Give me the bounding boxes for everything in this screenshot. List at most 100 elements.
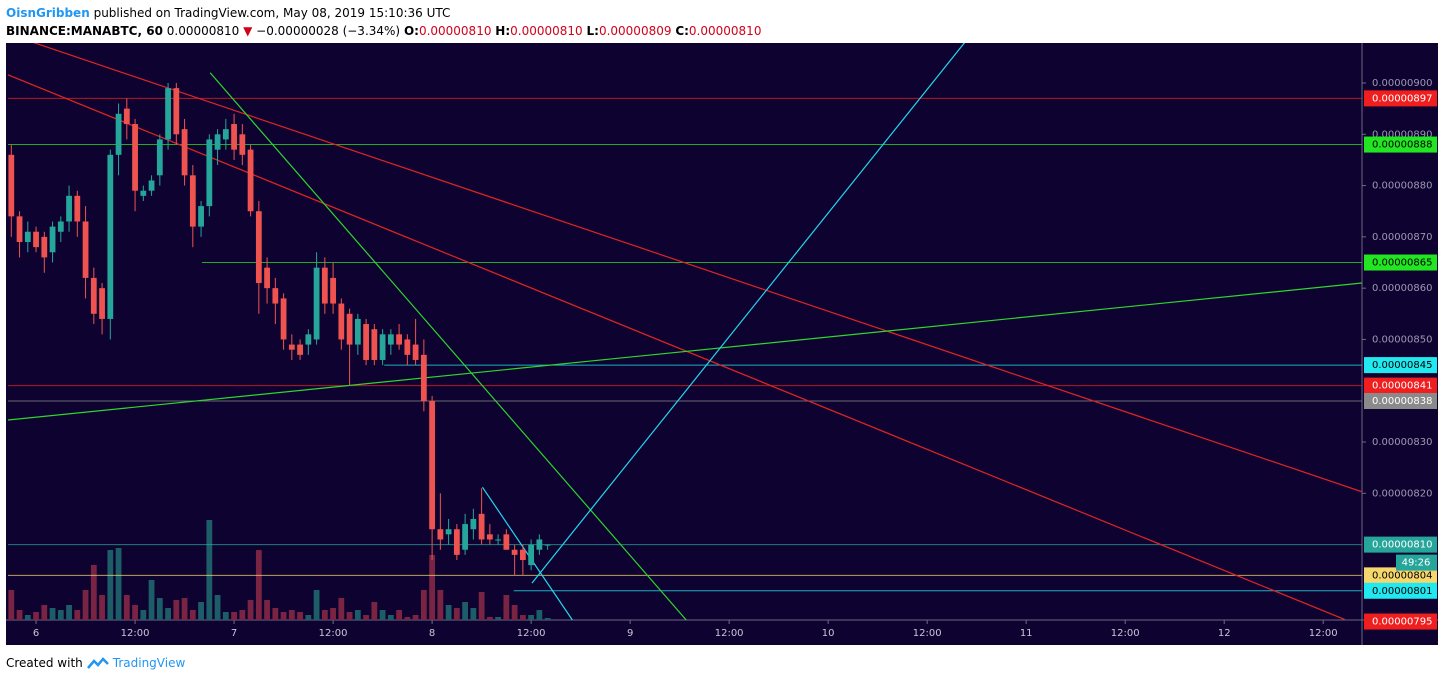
candle-body <box>8 154 15 217</box>
volume-bar <box>206 520 213 620</box>
x-tick-label: 8 <box>429 628 435 639</box>
candle-body <box>107 154 114 319</box>
published: published on TradingView.com, May 08, 20… <box>93 6 451 20</box>
symbol: BINANCE:MANABTC, 60 <box>6 24 163 38</box>
volume-bar <box>41 605 48 620</box>
candle-body <box>181 129 188 176</box>
h-label: H: <box>495 24 511 38</box>
candle-body <box>338 303 345 340</box>
candle-body <box>165 88 171 140</box>
l-label: L: <box>586 24 599 38</box>
volume-bar <box>57 610 64 620</box>
candle-body <box>41 236 48 258</box>
trend-line <box>531 43 966 584</box>
price-label: 0.00000795 <box>1372 617 1432 628</box>
candle-body <box>470 518 477 530</box>
volume-bar <box>354 610 361 620</box>
volume-bar <box>462 602 468 620</box>
volume-bar <box>387 615 394 620</box>
candle-body <box>66 195 72 222</box>
candle-body <box>486 534 493 540</box>
candle-body <box>222 129 229 140</box>
volume-bar <box>140 610 147 620</box>
trend-line <box>8 74 1345 620</box>
volume-bar <box>198 602 204 620</box>
volume-bar <box>247 600 254 620</box>
x-tick-label: 12 <box>1218 628 1231 639</box>
candle-body <box>123 108 130 125</box>
countdown-bg <box>1396 554 1437 571</box>
x-tick-label: 10 <box>822 628 835 639</box>
y-tick-label: 0.00000820 <box>1372 488 1432 499</box>
candle-body <box>272 288 279 304</box>
price-label-bg <box>1364 582 1437 599</box>
chart-background <box>6 43 1438 645</box>
candle-body <box>74 195 81 222</box>
candle-body <box>511 549 518 555</box>
candle-body <box>264 267 270 289</box>
volume-bar <box>214 595 221 620</box>
candle-body <box>297 344 303 355</box>
price-label-bg <box>1364 136 1437 153</box>
price-label-bg <box>1364 392 1437 409</box>
volume-bar <box>305 615 312 620</box>
volume-bar <box>272 608 279 620</box>
volume-bar <box>371 602 378 620</box>
candle-body <box>412 344 419 360</box>
price-label: 0.00000888 <box>1372 140 1432 151</box>
x-tick-label: 12:00 <box>517 628 546 639</box>
y-tick-label: 0.00000900 <box>1372 78 1432 89</box>
candle-body <box>214 134 221 150</box>
volume-bar <box>66 605 72 620</box>
volume-bar <box>90 565 97 620</box>
candle-body <box>536 539 543 550</box>
change: −0.00000028 (−3.34%) <box>256 24 401 38</box>
volume-bar <box>363 615 369 620</box>
price-label-bg <box>1364 567 1437 584</box>
volume-bar <box>132 605 138 620</box>
volume-bar <box>49 608 56 620</box>
last: 0.00000810 <box>166 24 240 38</box>
candle-body <box>90 277 97 314</box>
price-label: 0.00000838 <box>1372 396 1432 407</box>
volume-bar <box>239 610 246 620</box>
volume-bar <box>123 595 130 620</box>
price-label-bg <box>1364 90 1437 107</box>
candle-body <box>321 267 328 304</box>
volume-bar <box>8 590 15 620</box>
price-label-bg <box>1364 377 1437 394</box>
candle-body <box>255 211 262 284</box>
candle-body <box>330 277 336 304</box>
x-tick-label: 12:00 <box>715 628 744 639</box>
candle-body <box>404 339 411 355</box>
x-tick-label: 12:00 <box>121 628 150 639</box>
volume-bar <box>519 615 526 620</box>
footer-text: Created with <box>6 656 83 670</box>
candle-body <box>24 231 31 243</box>
volume-bar <box>453 608 460 620</box>
footer-brand[interactable]: TradingView <box>112 656 186 670</box>
y-tick-label: 0.00000880 <box>1372 181 1432 192</box>
volume-bar <box>231 612 237 620</box>
footer: Created with TradingView <box>6 656 185 670</box>
volume-bar <box>181 598 188 620</box>
price-label: 0.00000845 <box>1372 360 1432 371</box>
price-label-bg <box>1364 254 1437 271</box>
price-label: 0.00000897 <box>1372 93 1432 104</box>
volume-bar <box>478 592 485 620</box>
candle-body <box>33 231 39 248</box>
volume-bar <box>429 555 435 620</box>
price-label: 0.00000841 <box>1372 381 1432 392</box>
candle-body <box>396 334 402 345</box>
volume-bar <box>280 612 287 620</box>
volume-bar <box>321 610 328 620</box>
volume-bar <box>486 617 493 620</box>
candle-body <box>198 206 204 227</box>
x-tick-label: 12:00 <box>1111 628 1140 639</box>
candle-body <box>503 534 510 550</box>
price-label: 0.00000801 <box>1372 586 1432 597</box>
c: 0.00000810 <box>688 24 762 38</box>
candle-body <box>453 529 460 555</box>
author[interactable]: OisnGribben <box>6 6 90 20</box>
